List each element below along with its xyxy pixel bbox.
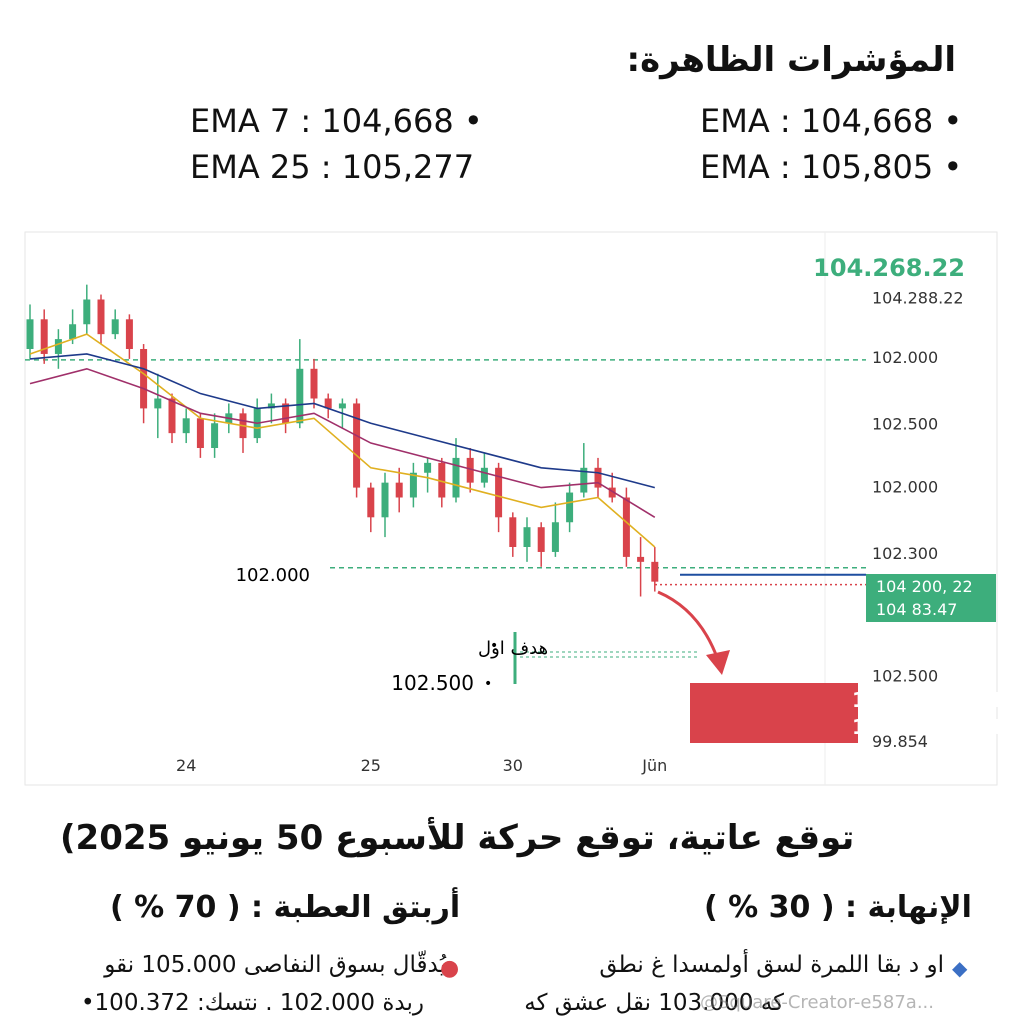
y-tick-label: 102.000 <box>872 478 938 497</box>
candle-body <box>438 462 446 498</box>
candle-body <box>395 482 403 498</box>
bullet: • <box>490 638 498 654</box>
candle-body <box>367 487 375 518</box>
target-label: هدف اول <box>478 638 548 659</box>
green-box <box>866 574 996 622</box>
candle-body <box>509 517 517 547</box>
candle-body <box>211 423 219 448</box>
green-box-text: 104 83.47 <box>876 600 957 619</box>
right-heading: الإنهابة : ( 30 % ) <box>704 890 972 925</box>
bullet: • <box>484 676 492 692</box>
chart: 104 200, 22 104 83.47 اول : 102.000 ثاني… <box>24 231 1008 786</box>
red-box-text: ثاني : 100.500 <box>852 715 1008 740</box>
ema-line <box>29 367 656 518</box>
y-tick-label: 102.500 <box>872 414 938 433</box>
ema-line <box>29 353 656 489</box>
candle-body <box>551 522 559 552</box>
right-line: او د بقا اللمرة لسق أولمسدا غ نطق <box>599 952 944 978</box>
level-label: 102.000 <box>236 565 310 586</box>
left-line: يُدقّال بسوق النفاصى 105.000 نقو <box>104 952 446 978</box>
candle-body <box>26 319 34 349</box>
candle-body <box>282 403 290 424</box>
candle-body <box>637 556 645 562</box>
candle-body <box>580 467 588 493</box>
y-tick-label: 104.288.22 <box>872 289 964 308</box>
candle-body <box>566 492 574 523</box>
candle-body <box>83 299 91 325</box>
candle-body <box>594 467 602 488</box>
candle-body <box>97 299 105 335</box>
y-tick-label: 102.500 <box>872 667 938 686</box>
candle-body <box>537 527 545 552</box>
candle-body <box>154 398 162 409</box>
arrow-head <box>706 650 730 675</box>
watermark: @Square-Creator-e587a... <box>700 992 934 1013</box>
candle-body <box>523 527 531 547</box>
bullet: ◆ <box>952 956 968 980</box>
candle-body <box>466 457 474 483</box>
arrow <box>657 590 720 661</box>
candle-body <box>182 418 190 434</box>
candle-body <box>140 349 148 409</box>
x-tick-label: 25 <box>361 756 381 775</box>
candle-body <box>69 324 77 340</box>
red-box-text: اول : 102.000 <box>852 688 1002 712</box>
left-heading: أربتق العطبة : ( 70 % ) <box>110 890 461 925</box>
x-tick-label: 30 <box>503 756 523 775</box>
candle-body <box>381 482 389 518</box>
candle-body <box>125 319 133 349</box>
y-tick-label: 102.000 <box>872 348 938 367</box>
candle-body <box>608 487 616 498</box>
y-tick-label: 99.854 <box>872 732 928 751</box>
target-label: 102.500 <box>391 671 474 695</box>
candle-body <box>651 561 659 582</box>
bullet: ● <box>440 956 460 981</box>
candle-body <box>310 368 318 399</box>
footer-title: توقع عاتية، توقع حركة للأسبوع 50 يونيو 2… <box>60 818 855 858</box>
ema-left: EMA 7 : 104,668 • <box>190 102 483 140</box>
candle-body <box>267 403 275 409</box>
candle-body <box>424 462 432 473</box>
right-line: كه 103.000 نقل عشق كه <box>524 990 784 1016</box>
candle-body <box>54 339 62 354</box>
candle-body <box>622 497 630 557</box>
candle-body <box>409 472 417 498</box>
candle-body <box>296 368 304 424</box>
indicators-title: المؤشرات الظاهرة: <box>626 40 956 80</box>
ema-right: EMA : 105,805 • <box>700 148 963 186</box>
x-tick-label: 24 <box>176 756 196 775</box>
candle-body <box>353 403 361 488</box>
candle-body <box>324 398 332 409</box>
candle-body <box>40 319 48 354</box>
candle-body <box>338 403 346 409</box>
x-tick-label: Jün <box>641 756 667 775</box>
candle-body <box>480 467 488 483</box>
candle-body <box>495 467 503 518</box>
ema-right: EMA : 104,668 • <box>700 102 963 140</box>
ema-left: EMA 25 : 105,277 <box>190 148 475 186</box>
candle-body <box>111 319 119 335</box>
left-line: ربدة 102.000 . نتسك: 100.372• <box>80 990 424 1016</box>
y-tick-label: 102.300 <box>872 544 938 563</box>
green-box-text: 104 200, 22 <box>876 577 973 596</box>
candle-body <box>196 418 204 448</box>
red-box <box>690 683 858 743</box>
candle-body <box>168 398 176 434</box>
price-label: 104.268.22 <box>813 254 965 282</box>
candle-body <box>452 457 460 498</box>
